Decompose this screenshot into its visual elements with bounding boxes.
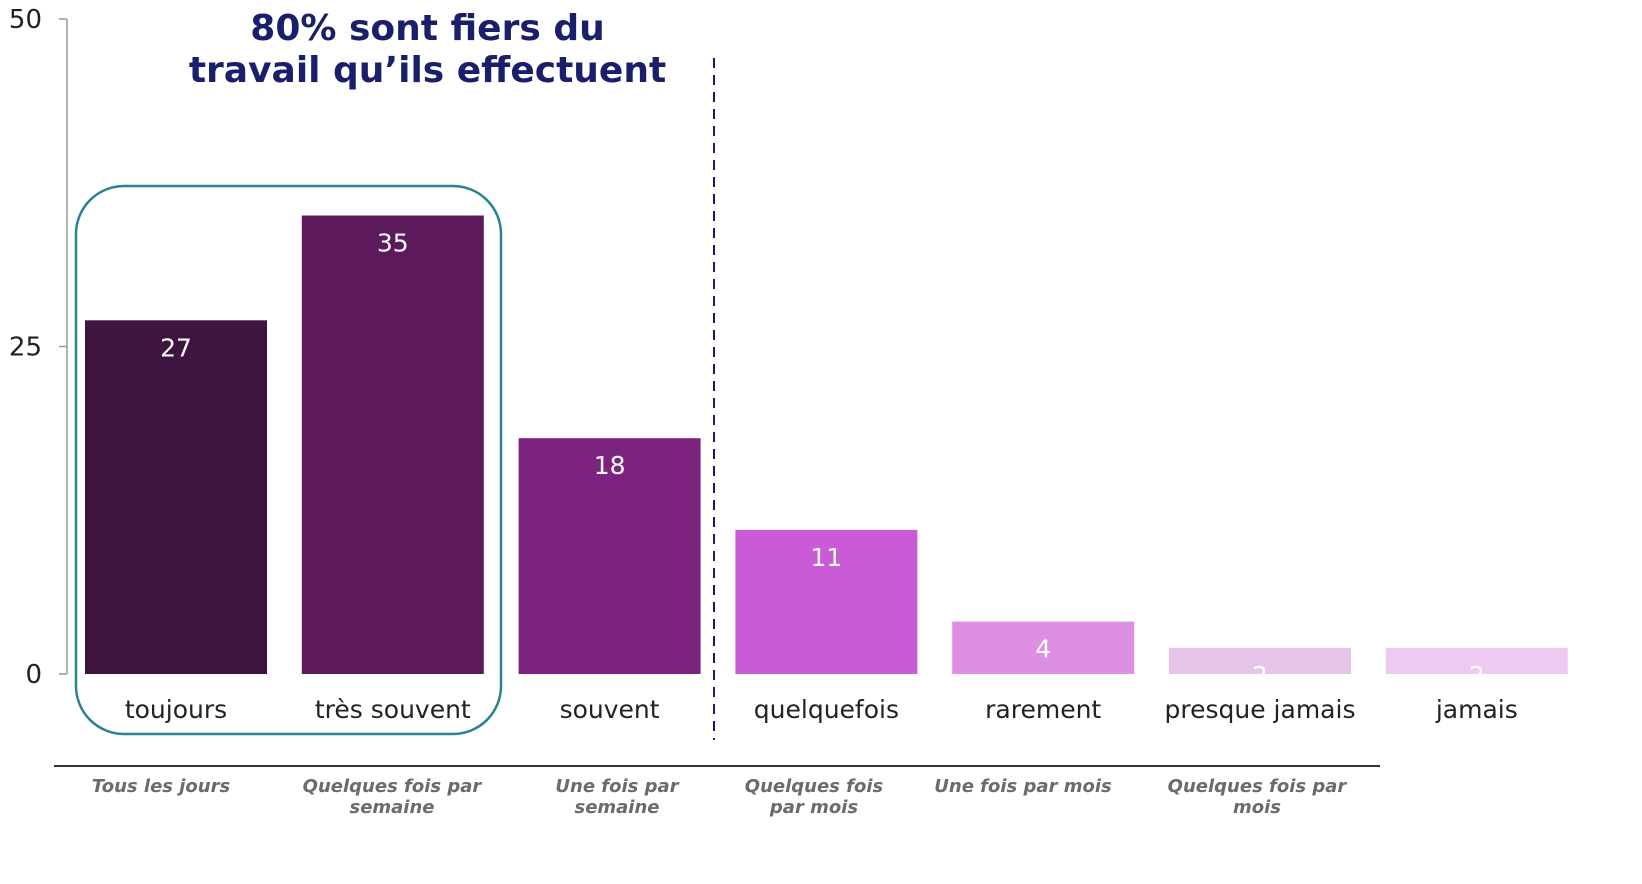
frequency-label-4-line-2: par mois (769, 797, 859, 818)
bar-value-label: 2 (1252, 661, 1268, 690)
category-label: toujours (125, 695, 227, 724)
y-tick-label: 25 (9, 333, 42, 363)
y-tick-label: 50 (9, 5, 42, 35)
category-label: presque jamais (1165, 695, 1356, 724)
frequency-label-3-line-2: semaine (574, 797, 660, 818)
category-label: jamais (1435, 695, 1518, 724)
bar-value-label: 4 (1035, 635, 1051, 664)
bar (952, 621, 1135, 674)
bar (1169, 647, 1351, 674)
bar-value-label: 11 (810, 543, 842, 572)
frequency-label-1-line-1: Tous les jours (91, 776, 231, 797)
category-label: souvent (560, 695, 660, 724)
frequency-label-2-line-1: Quelques fois par (302, 776, 482, 797)
bar-value-label: 27 (160, 333, 192, 362)
frequency-label-6-line-2: mois (1232, 797, 1281, 818)
bar (301, 215, 484, 674)
chart-title-line-1: 80% sont fiers du (250, 8, 605, 49)
category-label: rarement (985, 695, 1101, 724)
frequency-label-5: Une fois par mois (918, 776, 1128, 797)
frequency-label-6: Quelques fois par mois (1152, 776, 1362, 818)
frequency-label-2: Quelques fois par semaine (287, 776, 497, 818)
bar (1385, 647, 1568, 674)
frequency-label-4-line-1: Quelques fois (744, 776, 884, 797)
chart-title: 80% sont fiers du travail qu’ils effectu… (160, 8, 695, 92)
highlight-box (74, 184, 503, 736)
category-label: très souvent (315, 695, 471, 724)
bar-value-label: 18 (594, 451, 626, 480)
frequency-label-1: Tous les jours (56, 776, 266, 797)
bar-value-label: 2 (1469, 661, 1485, 690)
bar (735, 529, 918, 674)
frequency-label-5-line-1: Une fois par mois (934, 776, 1112, 797)
chart-title-line-2: travail qu’ils effectuent (188, 50, 667, 91)
y-tick-label: 0 (25, 660, 42, 690)
category-label: quelquefois (754, 695, 899, 724)
frequency-label-2-line-2: semaine (349, 797, 435, 818)
frequency-label-3-line-1: Une fois par (555, 776, 679, 797)
frequency-label-6-line-1: Quelques fois par (1167, 776, 1347, 797)
bar (85, 320, 267, 674)
frequency-label-3: Une fois par semaine (512, 776, 722, 818)
frequency-label-4: Quelques fois par mois (709, 776, 919, 818)
bar-value-label: 35 (377, 229, 409, 258)
bar (518, 438, 701, 674)
